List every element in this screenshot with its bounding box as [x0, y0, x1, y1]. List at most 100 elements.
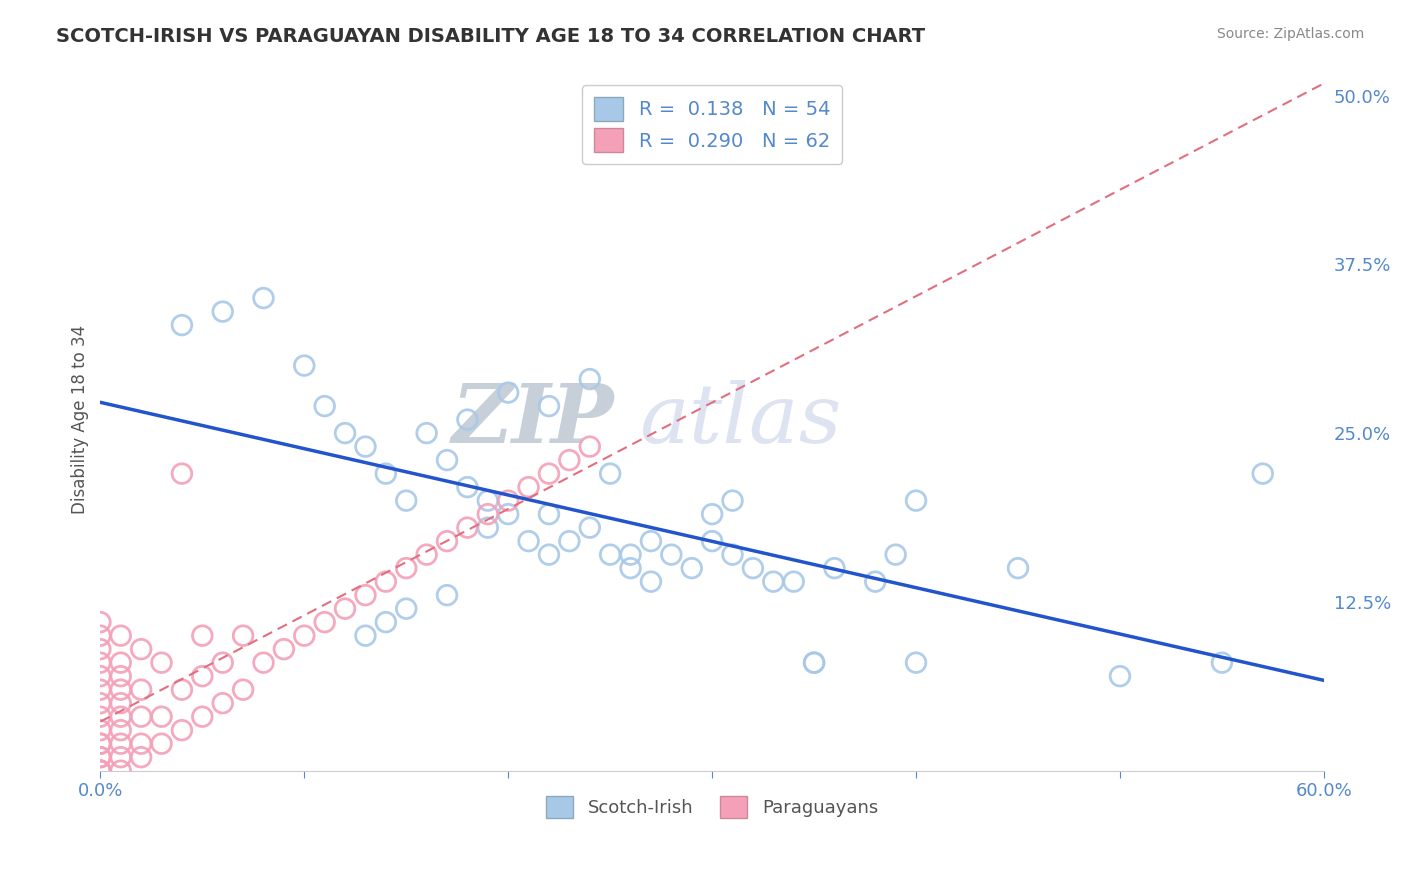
- Point: [314, 615, 336, 629]
- Point: [89, 764, 111, 778]
- Point: [110, 723, 132, 738]
- Point: [640, 574, 662, 589]
- Point: [170, 682, 193, 697]
- Point: [333, 601, 356, 615]
- Point: [110, 750, 132, 764]
- Point: [89, 750, 111, 764]
- Point: [354, 588, 377, 602]
- Point: [89, 629, 111, 643]
- Point: [150, 656, 173, 670]
- Point: [619, 548, 641, 562]
- Point: [89, 669, 111, 683]
- Point: [232, 682, 254, 697]
- Point: [129, 737, 152, 751]
- Point: [1251, 467, 1274, 481]
- Point: [599, 548, 621, 562]
- Point: [783, 574, 806, 589]
- Point: [905, 493, 928, 508]
- Point: [129, 682, 152, 697]
- Point: [89, 682, 111, 697]
- Text: Source: ZipAtlas.com: Source: ZipAtlas.com: [1216, 27, 1364, 41]
- Point: [415, 548, 437, 562]
- Point: [110, 656, 132, 670]
- Point: [374, 574, 396, 589]
- Point: [252, 291, 274, 305]
- Point: [517, 480, 540, 494]
- Point: [456, 521, 478, 535]
- Point: [578, 440, 600, 454]
- Point: [89, 656, 111, 670]
- Point: [640, 534, 662, 549]
- Point: [477, 507, 499, 521]
- Point: [537, 399, 560, 413]
- Text: SCOTCH-IRISH VS PARAGUAYAN DISABILITY AGE 18 TO 34 CORRELATION CHART: SCOTCH-IRISH VS PARAGUAYAN DISABILITY AG…: [56, 27, 925, 45]
- Point: [89, 750, 111, 764]
- Point: [333, 426, 356, 441]
- Point: [211, 656, 233, 670]
- Point: [558, 453, 581, 467]
- Point: [354, 440, 377, 454]
- Point: [1007, 561, 1029, 575]
- Point: [496, 385, 519, 400]
- Point: [110, 737, 132, 751]
- Point: [721, 493, 744, 508]
- Point: [681, 561, 703, 575]
- Point: [110, 764, 132, 778]
- Point: [232, 629, 254, 643]
- Point: [110, 629, 132, 643]
- Point: [314, 399, 336, 413]
- Point: [89, 764, 111, 778]
- Point: [89, 723, 111, 738]
- Point: [89, 737, 111, 751]
- Y-axis label: Disability Age 18 to 34: Disability Age 18 to 34: [72, 325, 89, 514]
- Point: [191, 669, 214, 683]
- Point: [496, 507, 519, 521]
- Point: [477, 521, 499, 535]
- Point: [150, 709, 173, 723]
- Point: [170, 723, 193, 738]
- Point: [436, 453, 458, 467]
- Point: [89, 696, 111, 710]
- Point: [456, 480, 478, 494]
- Point: [1211, 656, 1233, 670]
- Point: [700, 507, 723, 521]
- Point: [170, 467, 193, 481]
- Point: [110, 709, 132, 723]
- Point: [374, 467, 396, 481]
- Point: [884, 548, 907, 562]
- Point: [110, 669, 132, 683]
- Point: [496, 493, 519, 508]
- Point: [599, 467, 621, 481]
- Point: [191, 709, 214, 723]
- Point: [436, 588, 458, 602]
- Point: [129, 750, 152, 764]
- Point: [89, 764, 111, 778]
- Point: [537, 467, 560, 481]
- Point: [252, 656, 274, 670]
- Point: [395, 561, 418, 575]
- Point: [537, 507, 560, 521]
- Legend: Scotch-Irish, Paraguayans: Scotch-Irish, Paraguayans: [538, 789, 886, 825]
- Text: atlas: atlas: [638, 380, 841, 459]
- Point: [110, 682, 132, 697]
- Point: [110, 696, 132, 710]
- Point: [477, 493, 499, 508]
- Point: [824, 561, 846, 575]
- Point: [905, 656, 928, 670]
- Point: [803, 656, 825, 670]
- Point: [436, 534, 458, 549]
- Point: [578, 372, 600, 386]
- Point: [292, 629, 315, 643]
- Point: [741, 561, 763, 575]
- Point: [762, 574, 785, 589]
- Point: [89, 737, 111, 751]
- Point: [211, 304, 233, 318]
- Point: [395, 493, 418, 508]
- Point: [415, 426, 437, 441]
- Point: [517, 534, 540, 549]
- Text: ZIP: ZIP: [451, 380, 614, 459]
- Point: [619, 561, 641, 575]
- Point: [1109, 669, 1132, 683]
- Point: [865, 574, 887, 589]
- Point: [89, 764, 111, 778]
